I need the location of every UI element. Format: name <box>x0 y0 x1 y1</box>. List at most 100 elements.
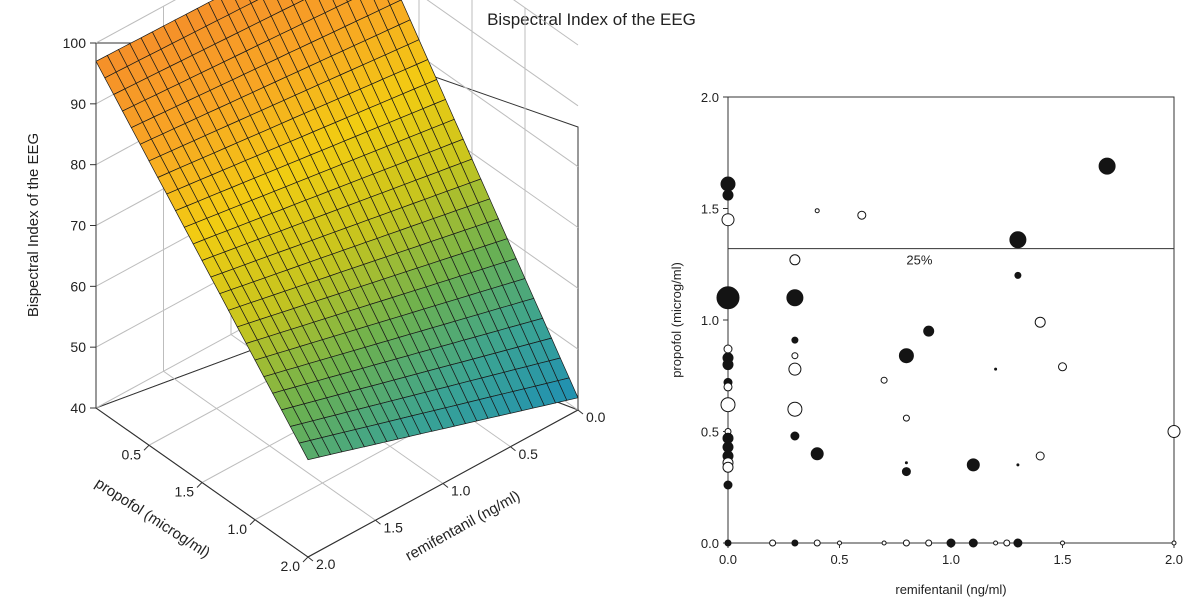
scatter-x-axis-label: remifentanil (ng/ml) <box>895 582 1006 597</box>
scatter-y-tick-label: 0.0 <box>701 536 719 551</box>
scatter-point-filled <box>716 286 740 310</box>
scatter-point-open <box>789 254 801 266</box>
propofol-tick-label: 1.5 <box>175 484 195 500</box>
scatter-point-open <box>1060 540 1065 546</box>
propofol-tick <box>143 444 150 451</box>
scatter-point-filled <box>791 336 799 344</box>
scatter-point-filled <box>966 458 980 472</box>
propofol-tick <box>196 482 203 488</box>
z-tick-label: 90 <box>70 96 86 112</box>
scatter-point-open <box>925 539 933 547</box>
propofol-tick-label: 1.0 <box>228 521 248 537</box>
scatter-point-open <box>791 352 799 360</box>
remifentanil-tick-label: 0.5 <box>519 446 539 462</box>
scatter-point-filled <box>946 538 956 548</box>
scatter-point-open <box>769 539 777 547</box>
scatter-point-open <box>1058 362 1067 372</box>
scatter-point-filled <box>1014 271 1022 279</box>
scatter-x-tick-label: 1.0 <box>942 552 960 567</box>
scatter-x-tick-label: 0.0 <box>719 552 737 567</box>
scatter-point-open <box>723 382 733 392</box>
remifentanil-tick <box>375 519 381 525</box>
surface-cell <box>298 439 320 461</box>
scatter-x-tick-label: 2.0 <box>1165 552 1183 567</box>
remifentanil-tick-label: 0.0 <box>586 409 606 425</box>
wall-gridline <box>95 0 177 44</box>
remifentanil-tick <box>510 446 516 452</box>
scatter-point-open <box>788 362 802 376</box>
reference-line-label: 25% <box>906 252 932 267</box>
remifentanil-tick <box>577 409 584 415</box>
propofol-tick-label: 0.5 <box>122 446 142 462</box>
surface-z-axis-label: Bispectral Index of the EEG <box>25 133 42 317</box>
scatter-point-filled <box>786 289 804 307</box>
scatter-point-filled <box>1016 463 1020 467</box>
scatter-point-open <box>787 401 803 417</box>
surface-ticks: 40 50 60 70 80 90 100 0.5 1.5 1.0 2.0 0.0 0.5 1.0 1.5 2… <box>63 35 606 574</box>
scatter-point-open <box>722 461 734 473</box>
propofol-tick <box>249 519 256 526</box>
propofol-tick <box>302 556 309 563</box>
scatter-point-filled <box>720 176 736 192</box>
scatter-point-open <box>881 540 887 546</box>
scatter-points <box>716 157 1181 548</box>
scatter-point-filled <box>722 359 734 371</box>
remifentanil-tick-label: 1.0 <box>451 483 471 499</box>
scatter-point-filled <box>790 431 800 441</box>
scatter-chart: 0.0 0.5 1.0 1.5 2.0 0.0 0.5 1.0 1.5 2.0 25% remif… <box>669 90 1183 597</box>
z-tick-label: 80 <box>70 157 86 173</box>
figure-title: Bispectral Index of the EEG <box>487 10 696 29</box>
scatter-point-open <box>837 540 842 546</box>
z-tick-label: 40 <box>70 400 86 416</box>
wall-gridline <box>513 0 579 46</box>
surface-x-axis-label: remifentanil (ng/ml) <box>403 488 524 565</box>
scatter-point-open <box>902 539 910 547</box>
scatter-point-open <box>1003 539 1011 547</box>
scatter-point-open <box>720 397 736 413</box>
remifentanil-tick-label: 2.0 <box>316 556 336 572</box>
scatter-point-open <box>723 344 733 354</box>
scatter-point-open <box>721 213 735 227</box>
propofol-tick-label: 2.0 <box>281 558 301 574</box>
z-tick-label: 100 <box>63 35 87 51</box>
scatter-point-open <box>813 539 821 547</box>
scatter-ticks: 0.0 0.5 1.0 1.5 2.0 0.0 0.5 1.0 1.5 2.0 <box>701 90 1183 567</box>
scatter-y-tick-label: 0.5 <box>701 425 719 440</box>
scatter-y-axis-label: propofol (microg/ml) <box>669 262 684 378</box>
scatter-point-open <box>1171 540 1177 546</box>
scatter-point-filled <box>968 538 978 548</box>
z-tick-label: 50 <box>70 339 86 355</box>
z-tick-label: 60 <box>70 278 86 294</box>
scatter-point-open <box>1034 316 1046 328</box>
surface-chart: 40 50 60 70 80 90 100 0.5 1.5 1.0 2.0 0.0 0.5 1.0 1.5 2… <box>25 0 606 574</box>
scatter-point-open <box>880 376 888 384</box>
scatter-x-tick-label: 1.5 <box>1053 552 1071 567</box>
scatter-point-open <box>814 208 820 214</box>
scatter-point-filled <box>898 348 914 364</box>
scatter-point-open <box>993 540 999 546</box>
scatter-point-open <box>1167 425 1181 438</box>
scatter-point-filled <box>1098 157 1116 175</box>
scatter-point-filled <box>1009 231 1027 249</box>
remifentanil-tick-label: 1.5 <box>384 519 404 535</box>
scatter-point-open <box>857 210 867 220</box>
remifentanil-tick <box>442 483 449 488</box>
scatter-point-filled <box>1013 538 1023 548</box>
scatter-point-open <box>1035 451 1045 461</box>
scatter-point-filled <box>923 325 935 337</box>
surface-y-axis-label: propofol (microg/ml) <box>92 475 213 562</box>
surface-mesh <box>95 0 579 461</box>
scatter-y-tick-label: 1.0 <box>701 313 719 328</box>
remifentanil-tick <box>307 556 314 562</box>
scatter-y-tick-label: 1.5 <box>701 202 719 217</box>
scatter-point-filled <box>722 189 734 201</box>
scatter-x-tick-label: 0.5 <box>830 552 848 567</box>
scatter-point-filled <box>791 539 799 547</box>
scatter-point-filled <box>994 367 998 371</box>
scatter-point-filled <box>904 461 908 465</box>
scatter-y-tick-label: 2.0 <box>701 90 719 105</box>
scatter-point-filled <box>724 539 732 547</box>
scatter-point-filled <box>810 447 824 461</box>
scatter-point-filled <box>901 467 911 477</box>
scatter-point-open <box>902 414 910 422</box>
